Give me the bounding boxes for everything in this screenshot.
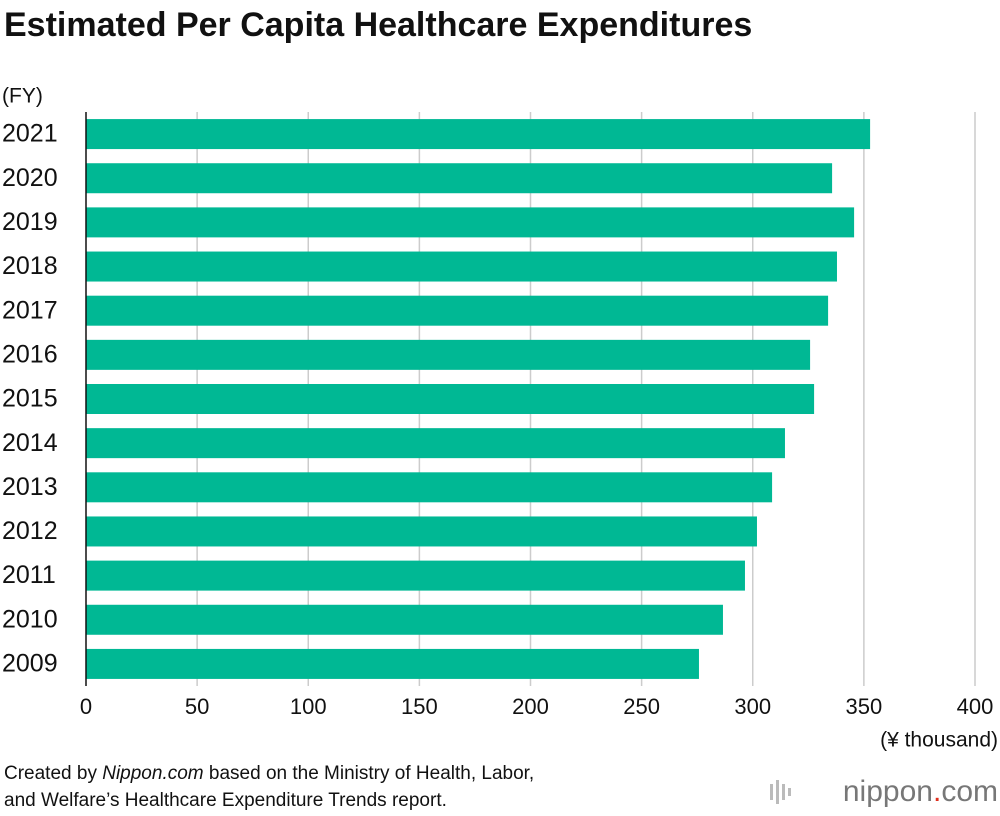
x-tick-label: 350: [846, 694, 883, 719]
bar: [86, 516, 757, 547]
y-axis-label: (FY): [2, 85, 43, 108]
bar: [86, 648, 699, 679]
x-tick-label: 200: [512, 694, 549, 719]
x-axis-label: (¥ thousand): [880, 729, 998, 752]
y-tick-label: 2011: [2, 561, 56, 589]
y-tick-label: 2016: [2, 340, 58, 368]
chart-title: Estimated Per Capita Healthcare Expendit…: [4, 6, 752, 44]
x-tick-label: 250: [623, 694, 660, 719]
y-tick-label: 2009: [2, 650, 58, 678]
y-tick-label: 2018: [2, 252, 58, 280]
y-tick-label: 2017: [2, 296, 58, 324]
logo-icon: [776, 780, 779, 804]
bar: [86, 207, 855, 238]
y-tick-label: 2015: [2, 385, 58, 413]
logo-text: nippon: [843, 775, 933, 808]
x-tick-label: 150: [401, 694, 438, 719]
bar: [86, 384, 815, 414]
logo-text: com: [941, 775, 998, 808]
logo-icon: [770, 784, 773, 800]
source-line: Created by Nippon.com based on the Minis…: [4, 763, 534, 784]
logo-text: nippon.com: [843, 775, 998, 808]
logo-dot: .: [933, 775, 941, 808]
x-tick-label: 100: [290, 694, 327, 719]
source-text: based on the Ministry of Health, Labor,: [204, 763, 535, 784]
y-tick-label: 2020: [2, 164, 58, 192]
logo-icon: [788, 788, 791, 796]
x-tick-label: 0: [80, 694, 92, 719]
bar: [86, 604, 723, 635]
y-tick-label: 2012: [2, 517, 58, 545]
y-tick-label: 2019: [2, 208, 58, 236]
bar: [86, 295, 829, 326]
y-tick-label: 2014: [2, 429, 58, 457]
bar: [86, 560, 745, 591]
bar: [86, 163, 833, 194]
x-tick-label: 300: [734, 694, 771, 719]
bar: [86, 339, 811, 370]
logo-icon: [782, 784, 785, 800]
source-text: Created by: [4, 763, 102, 784]
y-tick-label: 2010: [2, 605, 58, 633]
source-text: Nippon.com: [102, 763, 203, 784]
bar: [86, 119, 871, 150]
y-tick-label: 2013: [2, 473, 58, 501]
logo: [770, 780, 791, 804]
y-tick-label: 2021: [2, 120, 58, 148]
bar: [86, 428, 785, 459]
bar: [86, 472, 773, 503]
bar: [86, 251, 837, 282]
source-text: and Welfare’s Healthcare Expenditure Tre…: [4, 790, 447, 811]
x-tick-label: 400: [957, 694, 994, 719]
x-tick-label: 50: [185, 694, 209, 719]
